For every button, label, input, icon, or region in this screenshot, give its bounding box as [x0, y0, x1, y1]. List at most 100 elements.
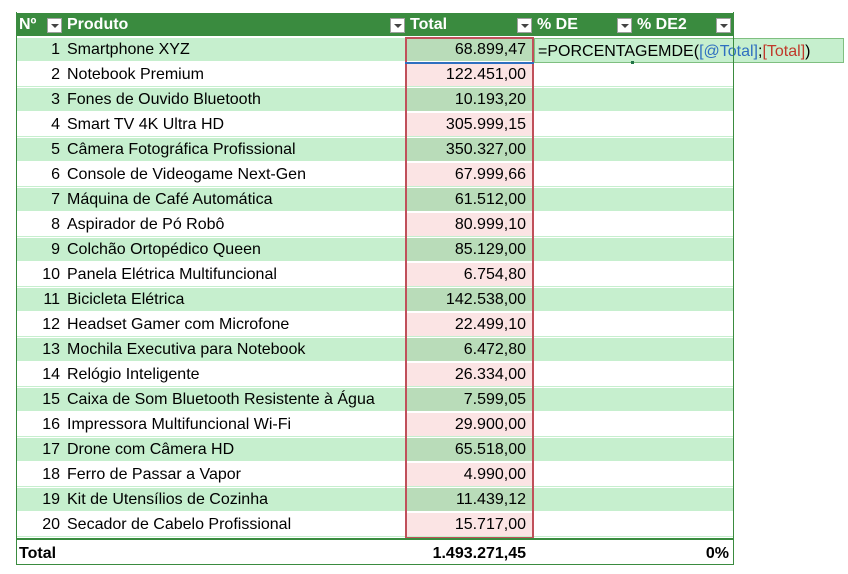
percent-de-cell[interactable] — [534, 338, 634, 362]
product-cell[interactable]: Câmera Fotográfica Profissional — [64, 138, 406, 162]
row-number-cell[interactable]: 10 — [16, 263, 64, 287]
percent-de2-cell[interactable] — [634, 313, 733, 337]
percent-de2-cell[interactable] — [634, 363, 733, 387]
total-cell[interactable]: 11.439,12 — [406, 488, 534, 512]
total-cell[interactable]: 26.334,00 — [406, 363, 534, 387]
percent-de-cell[interactable] — [534, 88, 634, 112]
row-number-cell[interactable]: 4 — [16, 113, 64, 137]
product-cell[interactable]: Mochila Executiva para Notebook — [64, 338, 406, 362]
percent-de2-cell[interactable] — [634, 113, 733, 137]
header-total[interactable]: Total — [406, 13, 534, 37]
percent-de2-cell[interactable] — [634, 513, 733, 537]
row-number-cell[interactable]: 14 — [16, 363, 64, 387]
product-cell[interactable]: Drone com Câmera HD — [64, 438, 406, 462]
product-cell[interactable]: Impressora Multifuncional Wi-Fi — [64, 413, 406, 437]
header-produto[interactable]: Produto — [64, 13, 406, 37]
header-de[interactable]: % DE — [534, 13, 634, 37]
product-cell[interactable]: Console de Videogame Next-Gen — [64, 163, 406, 187]
percent-de2-cell[interactable] — [634, 488, 733, 512]
percent-de-cell[interactable] — [534, 63, 634, 87]
total-cell[interactable]: 15.717,00 — [406, 513, 534, 537]
percent-de-cell[interactable] — [534, 138, 634, 162]
percent-de2-cell[interactable] — [634, 238, 733, 262]
total-cell[interactable]: 6.754,80 — [406, 263, 534, 287]
total-cell[interactable]: 22.499,10 — [406, 313, 534, 337]
total-cell[interactable]: 29.900,00 — [406, 413, 534, 437]
percent-de-cell[interactable] — [534, 463, 634, 487]
row-number-cell[interactable]: 1 — [16, 38, 64, 62]
fill-handle[interactable] — [631, 61, 634, 64]
row-number-cell[interactable]: 18 — [16, 463, 64, 487]
product-cell[interactable]: Smartphone XYZ — [64, 38, 406, 62]
percent-de2-cell[interactable] — [634, 438, 733, 462]
percent-de-cell[interactable] — [534, 188, 634, 212]
row-number-cell[interactable]: 8 — [16, 213, 64, 237]
formula-edit-cell[interactable]: =PORCENTAGEMDE([@Total];[Total]) — [534, 38, 844, 63]
total-cell[interactable]: 61.512,00 — [406, 188, 534, 212]
product-cell[interactable]: Bicicleta Elétrica — [64, 288, 406, 312]
product-cell[interactable]: Ferro de Passar a Vapor — [64, 463, 406, 487]
percent-de2-cell[interactable] — [634, 88, 733, 112]
product-cell[interactable]: Relógio Inteligente — [64, 363, 406, 387]
total-cell[interactable]: 67.999,66 — [406, 163, 534, 187]
total-cell[interactable]: 10.193,20 — [406, 88, 534, 112]
row-number-cell[interactable]: 9 — [16, 238, 64, 262]
row-number-cell[interactable]: 12 — [16, 313, 64, 337]
total-cell[interactable]: 68.899,47 — [406, 38, 534, 62]
percent-de2-cell[interactable] — [634, 388, 733, 412]
row-number-cell[interactable]: 6 — [16, 163, 64, 187]
row-number-cell[interactable]: 11 — [16, 288, 64, 312]
total-cell[interactable]: 7.599,05 — [406, 388, 534, 412]
totals-label[interactable]: Total — [19, 545, 57, 562]
percent-de-cell[interactable] — [534, 163, 634, 187]
product-cell[interactable]: Fones de Ouvido Bluetooth — [64, 88, 406, 112]
product-cell[interactable]: Máquina de Café Automática — [64, 188, 406, 212]
percent-de-cell[interactable] — [534, 113, 634, 137]
percent-de2-cell[interactable] — [634, 413, 733, 437]
row-number-cell[interactable]: 20 — [16, 513, 64, 537]
row-number-cell[interactable]: 19 — [16, 488, 64, 512]
row-number-cell[interactable]: 13 — [16, 338, 64, 362]
row-number-cell[interactable]: 2 — [16, 63, 64, 87]
row-number-cell[interactable]: 16 — [16, 413, 64, 437]
percent-de-cell[interactable] — [534, 438, 634, 462]
percent-de2-cell[interactable] — [634, 288, 733, 312]
percent-de-cell[interactable] — [534, 263, 634, 287]
product-cell[interactable]: Aspirador de Pó Robô — [64, 213, 406, 237]
totals-de2-value[interactable]: 0% — [705, 545, 729, 562]
percent-de2-cell[interactable] — [634, 213, 733, 237]
total-cell[interactable]: 65.518,00 — [406, 438, 534, 462]
product-cell[interactable]: Colchão Ortopédico Queen — [64, 238, 406, 262]
percent-de-cell[interactable] — [534, 388, 634, 412]
percent-de2-cell[interactable] — [634, 163, 733, 187]
product-cell[interactable]: Headset Gamer com Microfone — [64, 313, 406, 337]
percent-de2-cell[interactable] — [634, 138, 733, 162]
total-cell[interactable]: 305.999,15 — [406, 113, 534, 137]
total-cell[interactable]: 122.451,00 — [406, 63, 534, 87]
percent-de2-cell[interactable] — [634, 263, 733, 287]
filter-dropdown-icon[interactable] — [716, 18, 731, 33]
percent-de-cell[interactable] — [534, 363, 634, 387]
total-cell[interactable]: 4.990,00 — [406, 463, 534, 487]
total-cell[interactable]: 85.129,00 — [406, 238, 534, 262]
total-cell[interactable]: 6.472,80 — [406, 338, 534, 362]
percent-de-cell[interactable] — [534, 288, 634, 312]
row-number-cell[interactable]: 7 — [16, 188, 64, 212]
filter-dropdown-icon[interactable] — [517, 18, 532, 33]
product-cell[interactable]: Notebook Premium — [64, 63, 406, 87]
product-cell[interactable]: Smart TV 4K Ultra HD — [64, 113, 406, 137]
percent-de-cell[interactable] — [534, 413, 634, 437]
percent-de-cell[interactable] — [534, 238, 634, 262]
percent-de-cell[interactable] — [534, 513, 634, 537]
percent-de-cell[interactable] — [534, 213, 634, 237]
percent-de2-cell[interactable] — [634, 63, 733, 87]
row-number-cell[interactable]: 15 — [16, 388, 64, 412]
filter-dropdown-icon[interactable] — [617, 18, 632, 33]
percent-de-cell[interactable] — [534, 313, 634, 337]
row-number-cell[interactable]: 5 — [16, 138, 64, 162]
product-cell[interactable]: Secador de Cabelo Profissional — [64, 513, 406, 537]
total-cell[interactable]: 142.538,00 — [406, 288, 534, 312]
percent-de-cell[interactable] — [534, 488, 634, 512]
row-number-cell[interactable]: 3 — [16, 88, 64, 112]
total-cell[interactable]: 350.327,00 — [406, 138, 534, 162]
